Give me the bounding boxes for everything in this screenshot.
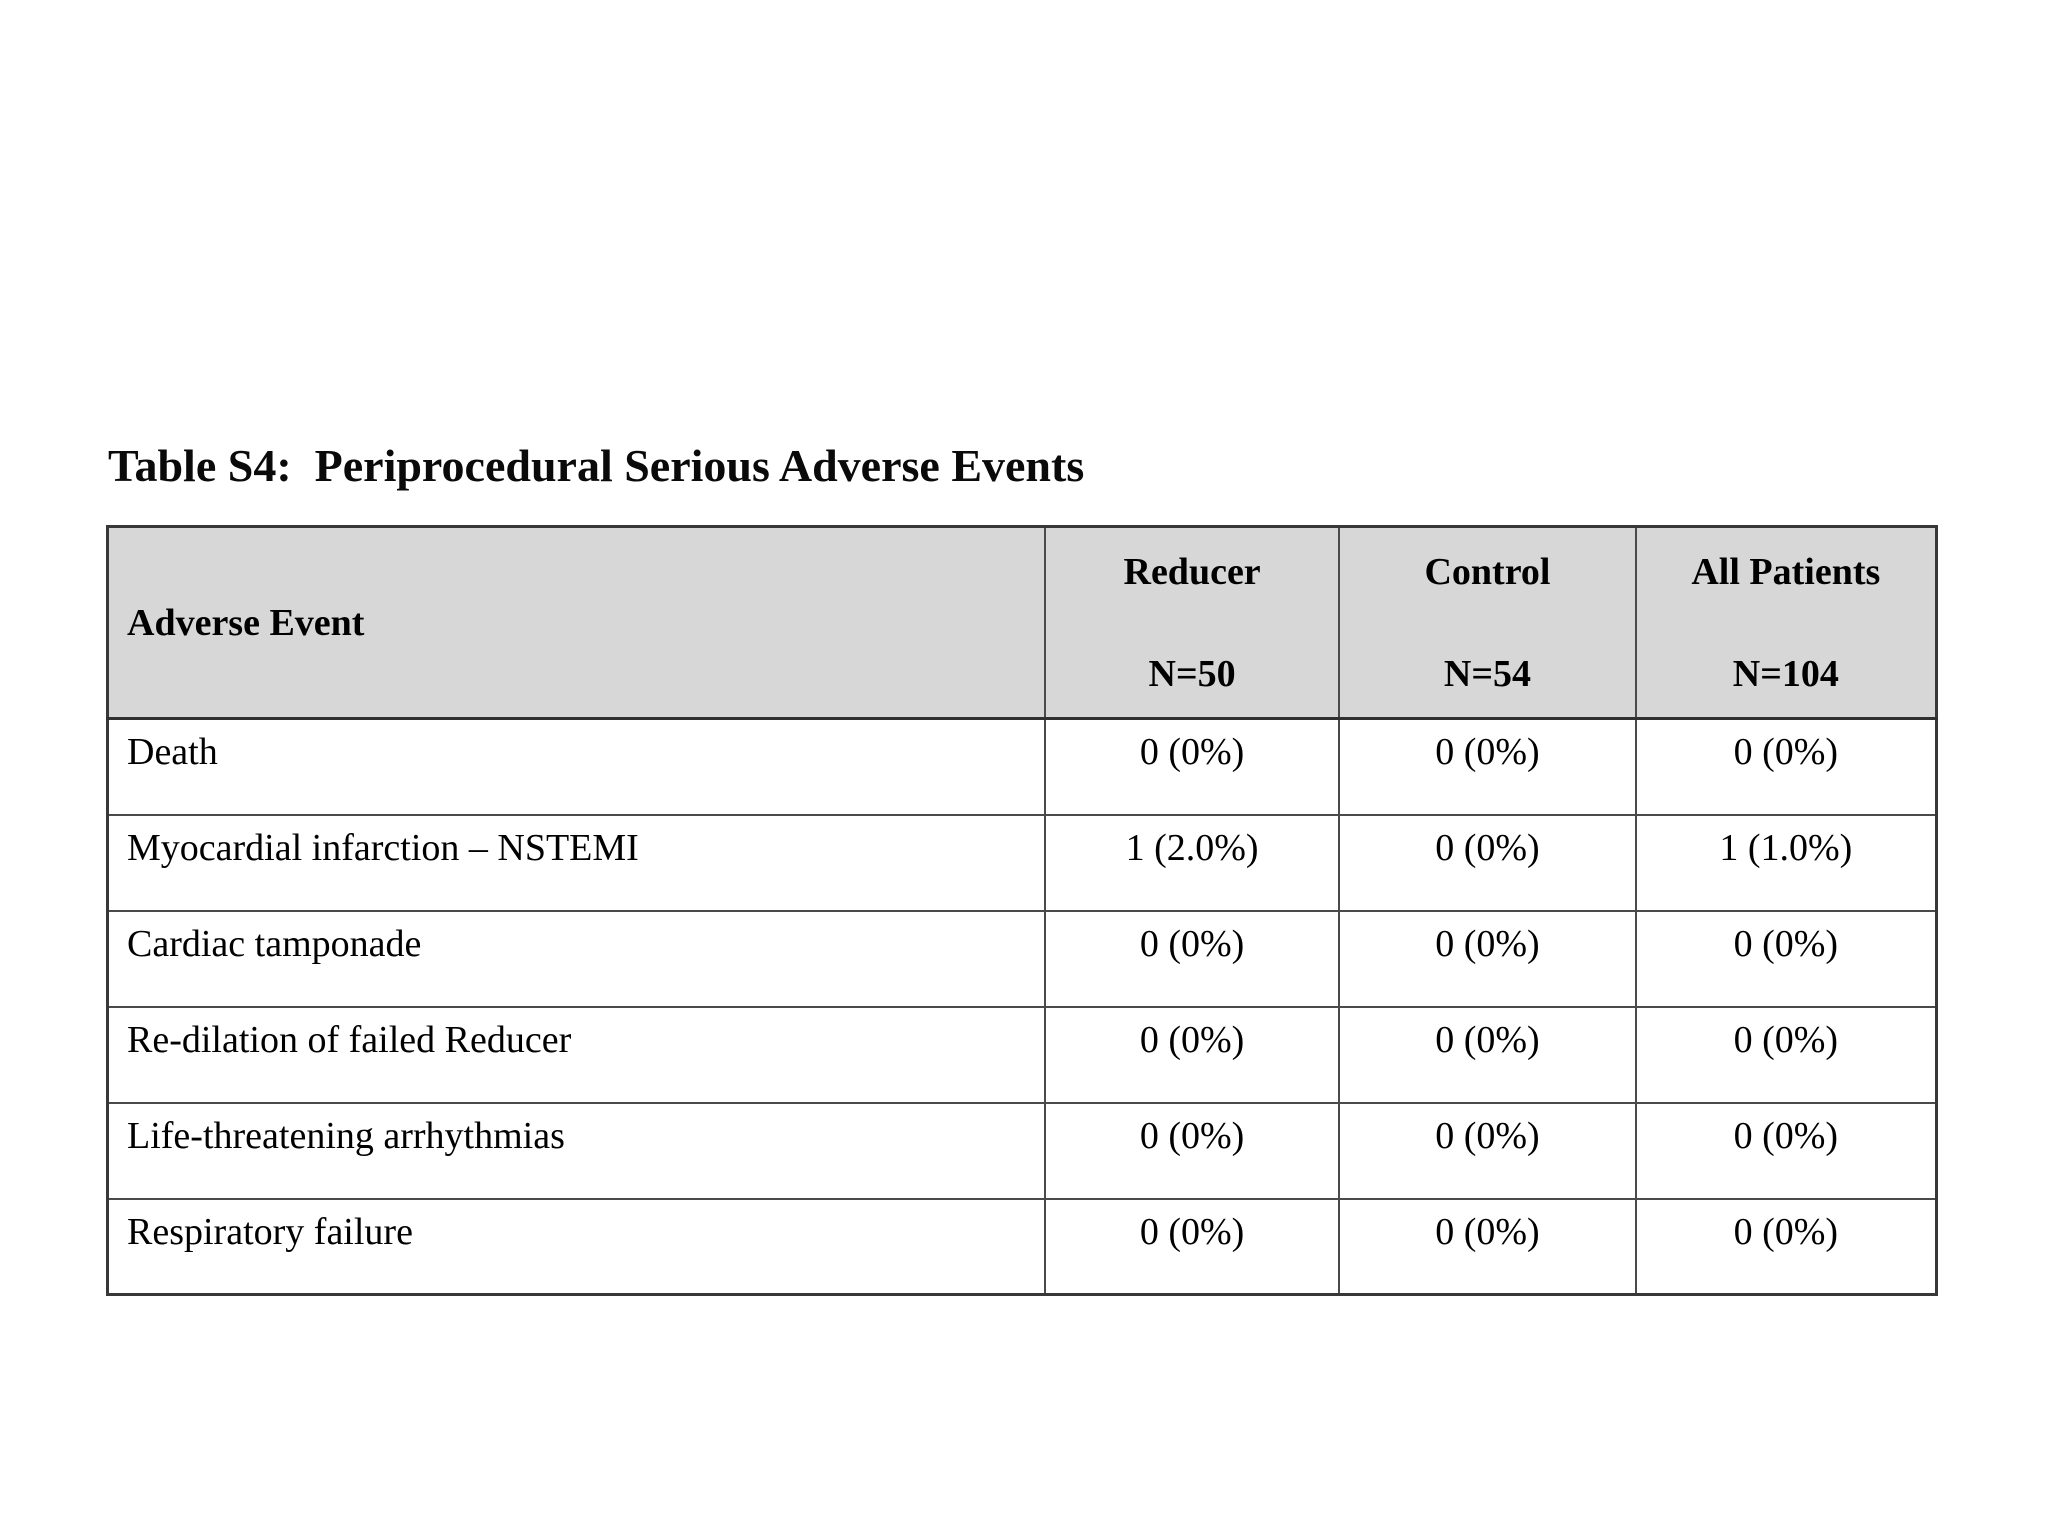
- column-header-reducer: Reducer N=50: [1043, 525, 1341, 720]
- header-row: Adverse Event Reducer N=50 Control N=54 …: [106, 525, 1938, 720]
- column-header-adverse-event: Adverse Event: [106, 525, 1046, 720]
- column-header-all-patients-label: All Patients: [1691, 550, 1881, 593]
- event-cell: Re-dilation of failed Reducer: [106, 1005, 1046, 1104]
- event-cell: Respiratory failure: [106, 1197, 1046, 1296]
- value-cell-all-patients: 0 (0%): [1634, 1101, 1938, 1200]
- column-header-reducer-label: Reducer: [1123, 550, 1261, 593]
- column-header-reducer-n: N=50: [1148, 652, 1236, 695]
- value-cell-reducer: 0 (0%): [1043, 909, 1341, 1008]
- column-header-all-patients: All Patients N=104: [1634, 525, 1938, 720]
- table-row: Respiratory failure 0 (0%) 0 (0%) 0 (0%): [106, 1197, 1938, 1296]
- value-cell-reducer: 0 (0%): [1043, 1197, 1341, 1296]
- value-cell-control: 0 (0%): [1338, 1101, 1637, 1200]
- table-row: Myocardial infarction – NSTEMI 1 (2.0%) …: [106, 813, 1938, 912]
- value-cell-reducer: 0 (0%): [1043, 1101, 1341, 1200]
- value-cell-control: 0 (0%): [1338, 813, 1637, 912]
- column-header-control-label: Control: [1424, 550, 1551, 593]
- value-cell-control: 0 (0%): [1338, 1197, 1637, 1296]
- event-cell: Death: [106, 717, 1046, 816]
- column-header-control-n: N=54: [1443, 652, 1532, 695]
- value-cell-control: 0 (0%): [1338, 1005, 1637, 1104]
- value-cell-all-patients: 0 (0%): [1634, 1005, 1938, 1104]
- value-cell-control: 0 (0%): [1338, 717, 1637, 816]
- value-cell-all-patients: 1 (1.0%): [1634, 813, 1938, 912]
- value-cell-reducer: 0 (0%): [1043, 1005, 1341, 1104]
- table-row: Life-threatening arrhythmias 0 (0%) 0 (0…: [106, 1101, 1938, 1200]
- column-header-control: Control N=54: [1338, 525, 1637, 720]
- event-cell: Cardiac tamponade: [106, 909, 1046, 1008]
- value-cell-all-patients: 0 (0%): [1634, 1197, 1938, 1296]
- table-row: Cardiac tamponade 0 (0%) 0 (0%) 0 (0%): [106, 909, 1938, 1008]
- table-row: Re-dilation of failed Reducer 0 (0%) 0 (…: [106, 1005, 1938, 1104]
- value-cell-all-patients: 0 (0%): [1634, 717, 1938, 816]
- table-row: Death 0 (0%) 0 (0%) 0 (0%): [106, 717, 1938, 816]
- value-cell-reducer: 0 (0%): [1043, 717, 1341, 816]
- adverse-events-table: Adverse Event Reducer N=50 Control N=54 …: [106, 525, 1938, 1296]
- column-header-all-patients-n: N=104: [1732, 652, 1839, 695]
- value-cell-reducer: 1 (2.0%): [1043, 813, 1341, 912]
- event-cell: Life-threatening arrhythmias: [106, 1101, 1046, 1200]
- value-cell-all-patients: 0 (0%): [1634, 909, 1938, 1008]
- table-title: Table S4: Periprocedural Serious Adverse…: [108, 440, 1085, 491]
- event-cell: Myocardial infarction – NSTEMI: [106, 813, 1046, 912]
- value-cell-control: 0 (0%): [1338, 909, 1637, 1008]
